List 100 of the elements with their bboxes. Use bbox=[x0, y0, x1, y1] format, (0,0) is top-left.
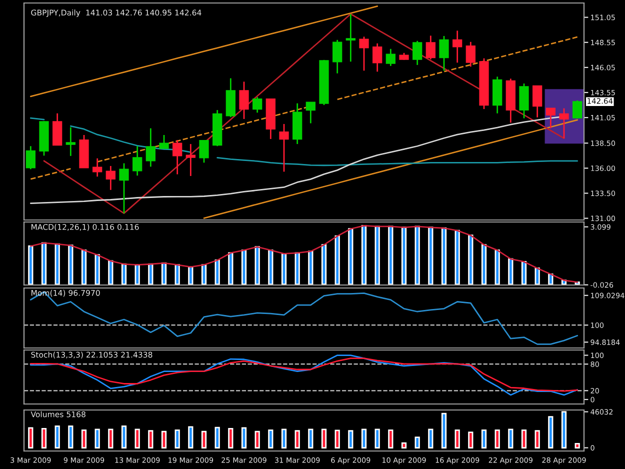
bar bbox=[441, 412, 447, 448]
candlestick bbox=[452, 30, 462, 64]
bar bbox=[388, 226, 394, 285]
candlestick bbox=[532, 85, 542, 118]
bar bbox=[188, 266, 194, 285]
candlestick bbox=[306, 101, 316, 124]
bar bbox=[201, 264, 207, 285]
bar bbox=[54, 425, 60, 448]
bar bbox=[241, 427, 247, 448]
bar bbox=[468, 432, 474, 448]
bar bbox=[148, 263, 154, 285]
candlestick bbox=[186, 143, 196, 177]
bar bbox=[161, 262, 167, 285]
candlestick bbox=[159, 134, 169, 150]
candlestick bbox=[146, 128, 156, 168]
bar bbox=[228, 252, 234, 285]
candlestick bbox=[546, 108, 556, 129]
bar bbox=[561, 411, 567, 448]
bar bbox=[468, 234, 474, 285]
bar bbox=[454, 429, 460, 448]
bar bbox=[308, 250, 314, 285]
bar bbox=[68, 244, 74, 285]
bar bbox=[441, 227, 447, 285]
bar bbox=[374, 428, 380, 448]
bar bbox=[321, 428, 327, 448]
candlestick bbox=[279, 123, 289, 172]
bar bbox=[254, 246, 260, 285]
bar bbox=[54, 243, 60, 285]
line-series bbox=[203, 119, 578, 219]
bar bbox=[481, 429, 487, 448]
bar bbox=[161, 430, 167, 448]
candlestick bbox=[132, 145, 142, 176]
bar bbox=[108, 260, 114, 285]
bar bbox=[308, 428, 314, 448]
bar bbox=[508, 258, 514, 285]
bar bbox=[254, 430, 260, 448]
candlestick bbox=[412, 40, 422, 66]
candlestick bbox=[346, 13, 356, 62]
bar bbox=[81, 429, 87, 448]
bar bbox=[574, 443, 580, 448]
bar bbox=[481, 244, 487, 285]
bar bbox=[348, 430, 354, 448]
bar bbox=[134, 264, 140, 285]
bar bbox=[334, 235, 340, 285]
bar bbox=[521, 429, 527, 448]
bar bbox=[281, 428, 287, 448]
bar bbox=[41, 428, 47, 448]
bar bbox=[281, 253, 287, 285]
bar bbox=[334, 430, 340, 448]
bar bbox=[81, 250, 87, 285]
line-series bbox=[30, 291, 578, 345]
bar bbox=[174, 264, 180, 285]
bar bbox=[494, 429, 500, 448]
candlestick bbox=[426, 34, 436, 60]
bar bbox=[148, 430, 154, 448]
bar bbox=[374, 226, 380, 285]
candlestick bbox=[372, 42, 382, 72]
bar bbox=[401, 442, 407, 448]
bar bbox=[268, 429, 274, 448]
bar bbox=[68, 425, 74, 448]
bar bbox=[41, 242, 47, 285]
candlestick bbox=[52, 112, 62, 146]
bar bbox=[361, 225, 367, 285]
bar bbox=[28, 427, 34, 448]
bar bbox=[454, 230, 460, 285]
bar bbox=[214, 260, 220, 285]
bar bbox=[94, 254, 100, 285]
candlestick bbox=[332, 39, 342, 74]
candlestick bbox=[66, 126, 76, 157]
bar bbox=[294, 430, 300, 448]
line-series bbox=[30, 225, 578, 283]
bar bbox=[188, 426, 194, 448]
bar bbox=[214, 426, 220, 448]
bar bbox=[121, 425, 127, 448]
candlestick bbox=[572, 100, 582, 120]
bar bbox=[388, 429, 394, 448]
candlestick bbox=[466, 41, 476, 68]
bar bbox=[428, 226, 434, 285]
candlestick bbox=[26, 145, 36, 170]
bar bbox=[28, 245, 34, 285]
bar bbox=[414, 436, 420, 448]
bar bbox=[521, 261, 527, 285]
bar bbox=[361, 428, 367, 448]
bar bbox=[228, 428, 234, 448]
bar bbox=[348, 228, 354, 285]
candlestick bbox=[92, 158, 102, 178]
candlestick bbox=[239, 80, 249, 120]
candlestick bbox=[119, 162, 129, 214]
bar bbox=[268, 250, 274, 285]
bar bbox=[321, 244, 327, 285]
candlestick bbox=[106, 165, 116, 191]
bar bbox=[294, 252, 300, 285]
bar bbox=[534, 268, 540, 285]
candlestick bbox=[386, 48, 396, 67]
bar bbox=[414, 226, 420, 285]
bar bbox=[94, 428, 100, 448]
candlestick bbox=[172, 139, 182, 175]
line-series bbox=[30, 6, 378, 98]
candlestick bbox=[519, 82, 529, 119]
bar bbox=[108, 428, 114, 448]
